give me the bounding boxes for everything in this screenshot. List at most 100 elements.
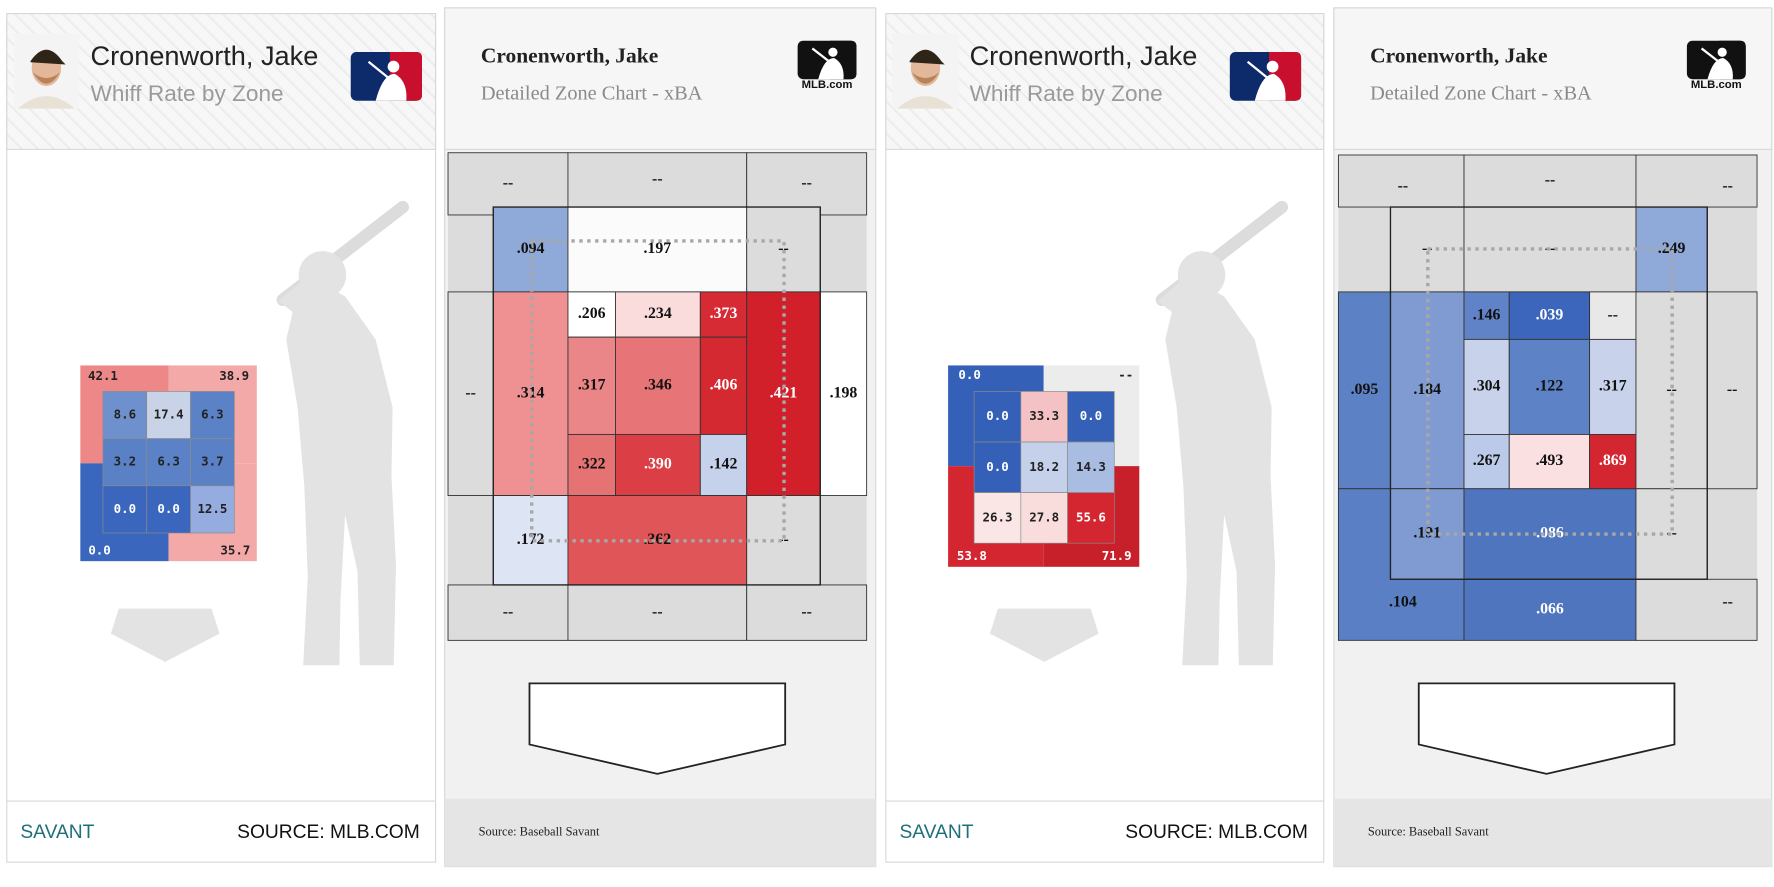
zone-value: -- xyxy=(652,603,663,620)
zone-value: .191 xyxy=(1413,525,1441,542)
zone-value: 0.0 xyxy=(958,367,980,382)
zone-cell xyxy=(615,433,701,496)
strike-zone xyxy=(1426,247,1674,536)
zone-value: .197 xyxy=(643,240,671,257)
photo-beard xyxy=(32,72,60,84)
batter-body xyxy=(1165,296,1276,666)
footer-brand: SAVANT xyxy=(899,822,973,843)
home-plate xyxy=(110,608,220,662)
zone-value: -- xyxy=(801,603,812,620)
zone-cell xyxy=(567,336,616,435)
zone-value: -- xyxy=(652,171,663,188)
mlb-logo-body xyxy=(1254,73,1286,101)
mlb-logo-bat xyxy=(811,47,829,62)
zone-value: -- xyxy=(1722,177,1733,194)
zone-cell xyxy=(1463,578,1637,641)
zone-value: -- xyxy=(1722,594,1733,611)
zone-value: .146 xyxy=(1473,306,1501,323)
zone-value: .095 xyxy=(1351,381,1379,398)
zone-cell xyxy=(1635,154,1758,208)
zone-value: -- xyxy=(1666,381,1677,398)
zone-cell xyxy=(1589,338,1637,435)
zone-value: -- xyxy=(1545,172,1556,189)
zone-cell xyxy=(567,206,748,293)
chart-subtitle: Whiff Rate by Zone xyxy=(970,81,1163,106)
zone-cell xyxy=(746,206,821,293)
zone-value: 71.9 xyxy=(1102,548,1132,563)
zone-cell xyxy=(746,152,868,216)
home-plate xyxy=(989,608,1099,662)
batter-silhouette xyxy=(110,200,409,666)
player-name: Cronenworth, Jake xyxy=(91,40,319,71)
zone-value: .122 xyxy=(1536,378,1564,395)
zone-cell xyxy=(146,485,191,534)
zone-cell xyxy=(190,438,235,487)
chart-subtitle: Whiff Rate by Zone xyxy=(91,81,284,106)
zone-value: 26.3 xyxy=(983,509,1013,524)
zone-cell xyxy=(447,291,494,496)
zone-value: .234 xyxy=(644,305,672,322)
zone-value: .304 xyxy=(1473,378,1501,395)
zone-value: -- xyxy=(1422,240,1433,257)
footer-source: Source: Baseball Savant xyxy=(479,825,600,839)
zone-value: 27.8 xyxy=(1029,509,1059,524)
photo-beard xyxy=(911,72,940,84)
zone-value: .869 xyxy=(1599,452,1627,469)
zone-value: 42.1 xyxy=(88,368,118,383)
zone-value: -- xyxy=(503,603,514,620)
zone-value: 14.3 xyxy=(1076,459,1106,474)
zone-value: -- xyxy=(778,240,789,257)
zone-value: 6.3 xyxy=(157,454,179,469)
zone-value: 33.3 xyxy=(1029,408,1059,423)
zone-outline xyxy=(492,206,821,586)
panel: Cronenworth, Jake Whiff Rate by Zone 0.0 --… xyxy=(885,13,1325,863)
mlb-logo-body xyxy=(1707,58,1733,80)
zone-value: .362 xyxy=(643,531,671,548)
zone-cell xyxy=(973,492,1022,544)
zone-value: .317 xyxy=(578,376,606,393)
batter-body xyxy=(286,296,396,666)
logo-text: MLB.com xyxy=(802,79,853,91)
panel: Cronenworth, Jake Detailed Zone Chart - x… xyxy=(1333,7,1773,868)
zone-cell xyxy=(190,485,235,534)
zone-value: -- xyxy=(465,384,476,401)
chart-subtitle: Detailed Zone Chart - xBA xyxy=(481,83,703,105)
zone-value: 6.3 xyxy=(201,407,223,422)
zone-value: -- xyxy=(1118,367,1133,382)
zone-cell xyxy=(1390,488,1465,580)
zone-cell xyxy=(1067,441,1115,493)
footer-brand: SAVANT xyxy=(20,822,94,843)
zone-cell xyxy=(567,584,748,641)
zone-value: 18.2 xyxy=(1029,459,1059,474)
zone-value: .198 xyxy=(830,384,858,401)
zone-value: .184 xyxy=(1413,381,1441,398)
zone-cell xyxy=(1067,492,1115,544)
zone-value: 0.0 xyxy=(986,459,1008,474)
photo-cap xyxy=(909,49,945,65)
panel-footer xyxy=(1333,798,1772,867)
zone-value: 12.5 xyxy=(197,501,227,516)
player-name: Cronenworth, Jake xyxy=(970,40,1198,71)
zone-value: 17.4 xyxy=(154,407,184,422)
zone-value: .142 xyxy=(710,456,738,473)
zone-cell xyxy=(699,336,748,435)
zone-value: .066 xyxy=(1536,600,1564,617)
zone-value: -- xyxy=(1666,525,1677,542)
zone-value: .267 xyxy=(1473,452,1501,469)
zone-cell xyxy=(1020,492,1068,544)
zone-cell xyxy=(746,584,868,641)
zone-cell xyxy=(1463,338,1510,435)
zone-value: .493 xyxy=(1536,452,1564,469)
zone-cell xyxy=(1635,206,1708,293)
zone-cell xyxy=(567,152,748,208)
footer-source: SOURCE: MLB.COM xyxy=(1125,822,1308,843)
zone-value: 0.0 xyxy=(1080,408,1102,423)
zone-value: 0.0 xyxy=(88,542,110,557)
zone-outline xyxy=(1389,206,1708,580)
zone-value: .094 xyxy=(517,240,545,257)
zone-cell xyxy=(746,495,821,586)
zone-value: .104 xyxy=(1389,594,1417,611)
photo-cap xyxy=(30,49,66,65)
